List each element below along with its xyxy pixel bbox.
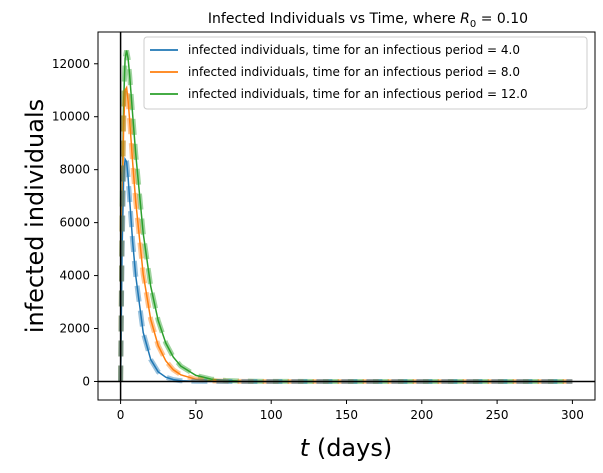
x-tick-label: 200 bbox=[410, 408, 433, 422]
series-line bbox=[119, 85, 573, 383]
y-tick-label: 2000 bbox=[59, 322, 90, 336]
plot-area bbox=[97, 31, 596, 401]
y-tick-label: 8000 bbox=[59, 163, 90, 177]
x-tick-label: 300 bbox=[561, 408, 584, 422]
svg-text:Infected Individuals vs Time,: Infected Individuals vs Time, where R0 =… bbox=[208, 11, 528, 30]
y-tick-label: 10000 bbox=[52, 110, 90, 124]
x-axis-label-text: (days) bbox=[309, 434, 392, 462]
y-axis-ticks: 0 2000 4000 6000 8000 10000 12000 bbox=[52, 57, 98, 388]
series-dashed-overlay bbox=[118, 150, 573, 384]
y-tick-label: 0 bbox=[82, 374, 90, 388]
y-axis-label: infected individuals bbox=[21, 99, 49, 333]
y-tick-label: 12000 bbox=[52, 57, 90, 71]
x-tick-label: 50 bbox=[188, 408, 203, 422]
legend-label: infected individuals, time for an infect… bbox=[188, 87, 528, 101]
title-subscript: 0 bbox=[470, 19, 476, 30]
x-axis-ticks: 0 50 100 150 200 250 300 bbox=[117, 400, 584, 422]
x-tick-label: 100 bbox=[260, 408, 283, 422]
title-prefix: Infected Individuals vs Time, where bbox=[208, 11, 460, 27]
title-symbol: R bbox=[460, 11, 470, 27]
legend: infected individuals, time for an infect… bbox=[143, 36, 588, 110]
legend-label: infected individuals, time for an infect… bbox=[188, 65, 520, 79]
y-tick-label: 4000 bbox=[59, 269, 90, 283]
x-axis-label: t (days) bbox=[300, 434, 392, 462]
title-suffix: = 0.10 bbox=[476, 11, 528, 27]
plot-frame bbox=[97, 31, 596, 401]
x-tick-label: 0 bbox=[117, 408, 125, 422]
x-tick-label: 250 bbox=[486, 408, 509, 422]
legend-label: infected individuals, time for an infect… bbox=[188, 43, 520, 57]
chart-title: Infected Individuals vs Time, where R0 =… bbox=[208, 11, 528, 30]
series-dashed-overlay bbox=[118, 79, 573, 384]
x-axis-label-symbol: t bbox=[300, 434, 311, 462]
x-tick-label: 150 bbox=[335, 408, 358, 422]
series-line bbox=[119, 156, 573, 383]
y-tick-label: 6000 bbox=[59, 216, 90, 230]
legend-box bbox=[143, 36, 588, 110]
